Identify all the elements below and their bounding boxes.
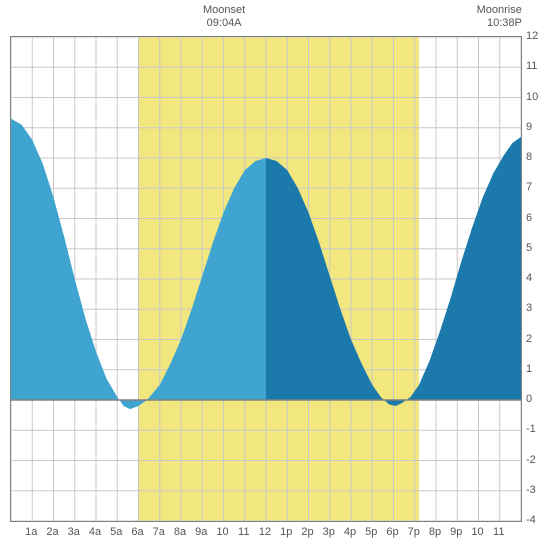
moonset-label: Moonset 09:04A: [194, 4, 254, 30]
plot-area: [10, 36, 522, 522]
moonrise-time: 10:38P: [462, 17, 522, 30]
y-tick-label: 6: [526, 212, 550, 224]
x-tick-label: 12: [259, 526, 271, 538]
y-tick-label: 1: [526, 363, 550, 375]
plot-svg: [11, 37, 521, 521]
x-tick-label: 10: [216, 526, 228, 538]
y-tick-label: 2: [526, 333, 550, 345]
y-tick-label: 8: [526, 151, 550, 163]
x-tick-label: 11: [238, 526, 249, 538]
moonrise-label: Moonrise 10:38P: [462, 4, 522, 30]
x-tick-label: 1a: [25, 526, 37, 538]
moonrise-title: Moonrise: [462, 4, 522, 17]
x-tick-label: 5p: [365, 526, 377, 538]
x-tick-label: 2p: [301, 526, 313, 538]
x-tick-label: 6a: [131, 526, 143, 538]
y-tick-label: 10: [526, 91, 550, 103]
x-tick-label: 4p: [344, 526, 356, 538]
y-tick-label: 4: [526, 272, 550, 284]
x-tick-label: 8p: [429, 526, 441, 538]
y-tick-label: 3: [526, 302, 550, 314]
tide-chart: Moonset 09:04A Moonrise 10:38P 121110987…: [0, 0, 550, 550]
x-tick-label: 10: [471, 526, 483, 538]
y-tick-label: 7: [526, 181, 550, 193]
x-tick-label: 2a: [46, 526, 58, 538]
x-tick-label: 7p: [408, 526, 420, 538]
y-tick-label: 11: [526, 60, 550, 72]
x-tick-label: 4a: [89, 526, 101, 538]
x-tick-label: 9a: [195, 526, 207, 538]
x-tick-label: 9p: [450, 526, 462, 538]
y-tick-label: -4: [526, 514, 550, 526]
x-tick-label: 11: [493, 526, 504, 538]
x-tick-label: 7a: [153, 526, 165, 538]
y-tick-label: -1: [526, 423, 550, 435]
y-tick-label: -2: [526, 454, 550, 466]
y-tick-label: 12: [526, 30, 550, 42]
y-tick-label: 0: [526, 393, 550, 405]
moonset-title: Moonset: [194, 4, 254, 17]
y-tick-label: 9: [526, 121, 550, 133]
moonset-time: 09:04A: [194, 17, 254, 30]
x-tick-label: 8a: [174, 526, 186, 538]
x-tick-label: 5a: [110, 526, 122, 538]
x-tick-label: 3p: [323, 526, 335, 538]
x-tick-label: 6p: [386, 526, 398, 538]
x-tick-label: 1p: [280, 526, 292, 538]
y-tick-label: -3: [526, 484, 550, 496]
x-tick-label: 3a: [68, 526, 80, 538]
y-tick-label: 5: [526, 242, 550, 254]
